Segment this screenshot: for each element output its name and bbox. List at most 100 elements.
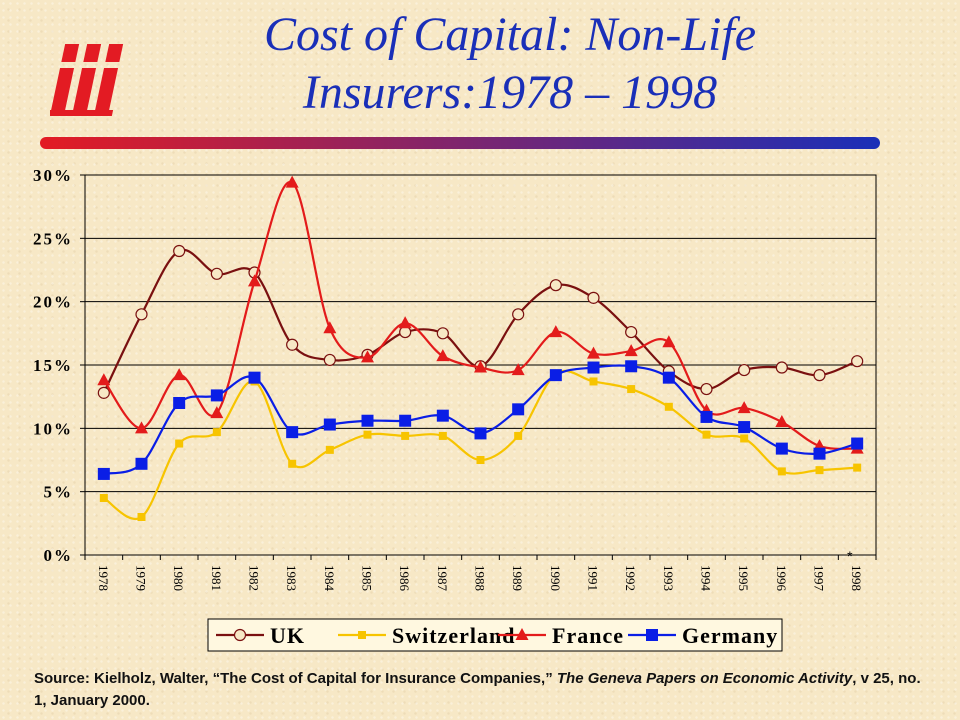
france-data-point — [775, 415, 789, 427]
germany-data-point — [323, 418, 336, 431]
switzerland-data-point — [363, 430, 372, 439]
legend-uk-label: UK — [270, 623, 305, 648]
switzerland-data-point — [325, 445, 334, 454]
uk-data-point — [700, 382, 713, 396]
y-tick-label: 25% — [33, 229, 73, 248]
uk-data-point — [399, 325, 412, 339]
switzerland-data-point — [664, 402, 673, 411]
source-citation: Source: Kielholz, Walter, “The Cost of C… — [34, 668, 934, 712]
germany-data-point — [210, 389, 223, 402]
france-data-point — [737, 401, 751, 414]
uk-data-point — [813, 369, 826, 382]
germany-data-point — [361, 414, 374, 427]
france-data-point — [398, 316, 412, 329]
france-data-point — [210, 406, 224, 419]
germany-data-point — [135, 457, 148, 470]
legend-box — [207, 618, 783, 652]
france-data-point — [474, 360, 487, 373]
switzerland-data-point — [438, 431, 447, 440]
legend-switzerland-swatch-marker — [358, 631, 366, 639]
switzerland-data-point — [137, 513, 146, 521]
x-tick-label: 1983 — [284, 565, 299, 591]
cost-of-capital-chart: 0% 5% 10% 15% 20% 25% 30% 1978 1979 1980 1981 1982 1… — [33, 166, 877, 652]
germany-data-point — [625, 360, 638, 373]
source-suffix: , v 25, no. 1, January 2000. — [34, 670, 921, 709]
y-tick-label: 0% — [44, 546, 74, 565]
x-tick-label: 1980 — [171, 565, 186, 591]
x-tick-label: 1986 — [397, 565, 412, 592]
x-tick-label: 1979 — [134, 565, 149, 591]
uk-data-point — [173, 244, 186, 258]
germany-data-point — [399, 414, 412, 427]
switzerland-data-point — [212, 428, 221, 437]
x-tick-label: 1994 — [699, 565, 714, 592]
uk-data-point — [851, 355, 864, 368]
x-tick-label: 1995 — [736, 565, 751, 591]
france-data-point — [135, 421, 148, 434]
x-tick-label: 1992 — [623, 565, 638, 591]
source-prefix: Source: Kielholz, Walter, “The Cost of C… — [34, 670, 557, 687]
x-tick-label: 1987 — [435, 565, 450, 592]
germany-data-point — [436, 409, 449, 422]
france-data-point — [97, 373, 111, 386]
x-tick-label: 1998 — [849, 565, 864, 591]
switzerland-data-point — [853, 463, 862, 472]
switzerland-data-point — [514, 431, 523, 440]
y-tick-label: 10% — [33, 419, 73, 438]
switzerland-data-point — [401, 431, 410, 440]
x-tick-label: 1991 — [586, 565, 601, 591]
germany-data-point — [700, 410, 713, 423]
france-data-point — [511, 363, 525, 376]
title-rule — [40, 137, 880, 149]
switzerland-data-point — [288, 459, 297, 468]
switzerland-data-point — [702, 430, 711, 439]
uk-data-point — [436, 327, 449, 340]
x-tick-label: 1993 — [661, 565, 676, 591]
germany-data-point — [474, 427, 487, 440]
france-data-point — [361, 350, 374, 363]
france-data-point — [172, 368, 186, 381]
france-data-point — [285, 175, 299, 188]
y-tick-label: 30% — [33, 166, 73, 185]
france-data-point — [248, 274, 261, 287]
annotation-asterisk: * — [847, 548, 853, 564]
france-data-point — [624, 344, 638, 357]
switzerland-data-point — [740, 434, 749, 443]
x-tick-label: 1990 — [548, 565, 563, 591]
x-tick-label: 1985 — [360, 565, 375, 591]
germany-data-point — [775, 442, 788, 455]
x-tick-label: 1978 — [96, 565, 111, 591]
france-data-point — [323, 321, 337, 334]
france-series-line — [102, 181, 858, 450]
x-tick-label: 1996 — [774, 565, 789, 592]
switzerland-data-point — [627, 385, 636, 394]
uk-data-point — [775, 361, 788, 374]
switzerland-data-point — [175, 439, 184, 448]
legend-uk-swatch-marker — [233, 628, 247, 642]
france-data-point — [549, 325, 563, 338]
uk-data-point — [625, 325, 638, 339]
legend-france-label: France — [552, 623, 624, 648]
legend-switzerland-label: Switzerland — [392, 623, 515, 648]
germany-data-point — [738, 421, 751, 434]
france-data-point — [587, 346, 600, 359]
switzerland-series-line — [103, 369, 858, 521]
uk-data-point — [587, 291, 600, 304]
uk-data-point — [323, 353, 336, 367]
germany-data-point — [248, 371, 261, 384]
germany-data-point — [549, 369, 562, 382]
france-data-point — [662, 335, 676, 348]
title-line-1: Cost of Capital: Non-Life — [263, 8, 757, 61]
germany-data-point — [851, 437, 864, 450]
uk-data-point — [210, 267, 223, 280]
switzerland-data-point — [476, 456, 485, 464]
germany-data-point — [662, 371, 675, 384]
page-title: Cost of Capital: Non-Life Insurers:1978 … — [150, 6, 870, 122]
uk-data-point — [97, 386, 110, 399]
switzerland-data-point — [589, 377, 598, 386]
x-tick-label: 1982 — [247, 565, 262, 591]
uk-data-point — [738, 363, 751, 377]
y-tick-label: 20% — [33, 293, 73, 312]
germany-data-point — [173, 397, 186, 409]
germany-data-point — [97, 467, 110, 480]
